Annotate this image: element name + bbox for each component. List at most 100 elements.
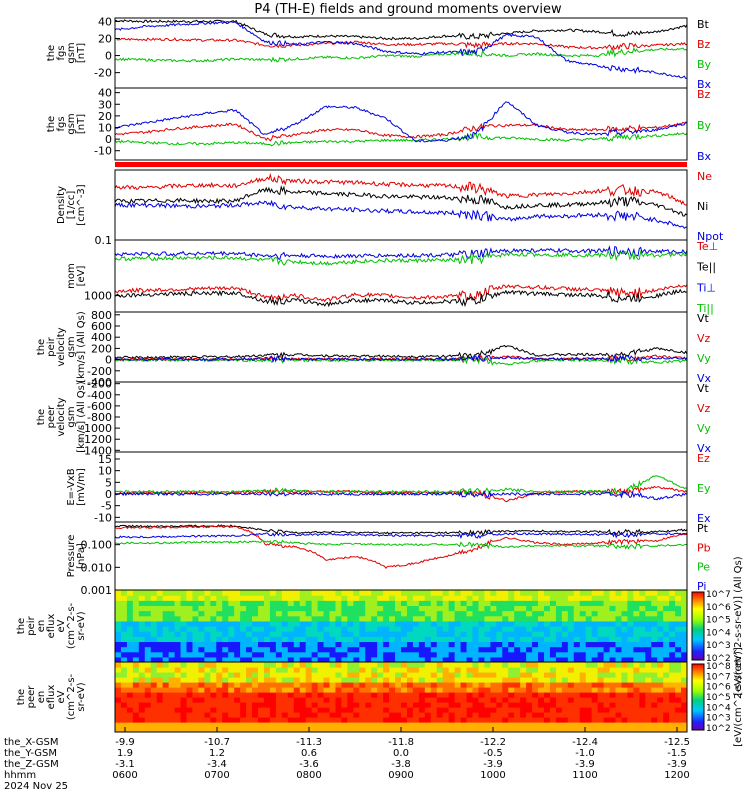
spectrogram-cell (317, 615, 325, 622)
spectrogram-cell (258, 656, 265, 662)
spectrogram-cell (186, 707, 194, 713)
spectrogram-cell (395, 717, 402, 723)
spectrogram-cell (430, 656, 438, 662)
spectrogram-cell (555, 702, 563, 708)
spectrogram-cell (275, 672, 283, 678)
spectrogram-cell (538, 677, 545, 683)
spectrogram-cell (555, 672, 563, 678)
spectrogram-cell (424, 692, 432, 698)
spectrogram-cell (651, 697, 658, 703)
spectrogram-cell (526, 677, 533, 683)
spectrogram-cell (156, 677, 164, 683)
spectrogram-cell (192, 631, 200, 637)
spectrogram-cell (281, 687, 289, 693)
spectrogram-cell (240, 682, 247, 688)
spectrogram-cell (269, 702, 277, 708)
spectrogram-cell (186, 600, 194, 607)
spectrogram-cell (222, 641, 229, 648)
spectrogram-cell (460, 707, 468, 713)
x-row-value: -1.5 (667, 748, 687, 759)
spectrogram-cell (353, 702, 360, 708)
spectrogram-cell (126, 626, 134, 632)
spectrogram-cell (496, 595, 503, 601)
spectrogram-cell (585, 712, 593, 718)
spectrogram-cell (186, 667, 194, 673)
spectrogram-cell (609, 615, 617, 622)
spectrogram-cell (287, 636, 295, 643)
spectrogram-cell (442, 615, 450, 622)
spectrogram-cell (383, 626, 390, 632)
spectrogram-cell (329, 610, 337, 617)
legend-Pi: Pi (697, 580, 706, 593)
spectrogram-cell (526, 662, 533, 668)
spectrogram-cell (579, 727, 587, 732)
spectrogram-cell (305, 641, 313, 648)
spectrogram-cell (496, 667, 503, 673)
spectrogram-cell (192, 692, 200, 698)
spectrogram-cell (597, 605, 605, 612)
spectrogram-cell (222, 620, 229, 627)
spectrogram-cell (663, 662, 670, 668)
spectrogram-cell (389, 590, 396, 596)
spectrogram-cell (150, 595, 158, 601)
spectrogram-cell (627, 677, 634, 683)
spectrogram-cell (651, 692, 658, 698)
spectrogram-cell (305, 667, 313, 673)
spectrogram-cell (335, 677, 343, 683)
spectrogram-cell (484, 641, 491, 648)
spectrogram-cell (555, 717, 563, 723)
spectrogram-cell (132, 626, 140, 632)
spectrogram-cell (269, 662, 277, 668)
spectrogram-cell (579, 682, 587, 688)
y-tick-label: -20 (94, 67, 112, 80)
spectrogram-cell (627, 672, 634, 678)
spectrogram-cell (126, 687, 134, 693)
colorbar (691, 663, 705, 731)
spectrogram-cell (615, 641, 623, 648)
legend-Pb: Pb (697, 541, 711, 554)
spectrogram-cell (281, 662, 289, 668)
spectrogram-cell (466, 717, 474, 723)
spectrogram-cell (532, 641, 539, 648)
spectrogram-cell (269, 682, 277, 688)
spectrogram-cell (639, 717, 646, 723)
spectrogram-cell (263, 646, 271, 653)
spectrogram-cell (401, 672, 408, 678)
spectrogram-cell (305, 615, 313, 622)
spectrogram-cell (347, 631, 354, 637)
spectrogram-cell (657, 667, 664, 673)
spectrogram-cell (216, 651, 223, 658)
legend-Ti⊥: Ti⊥ (696, 281, 716, 294)
spectrogram-cell (299, 656, 307, 662)
spectrogram-cell (538, 727, 545, 732)
spectrogram-cell (526, 707, 533, 713)
spectrogram-cell (389, 631, 396, 637)
spectrogram-cell (436, 590, 444, 596)
spectrogram-cell (585, 662, 593, 668)
spectrogram-cell (323, 595, 331, 601)
spectrogram-cell (591, 682, 599, 688)
spectrogram-cell (472, 677, 480, 683)
spectrogram-cell (144, 656, 152, 662)
spectrogram-cell (180, 641, 188, 648)
spectrogram-cell (597, 615, 605, 622)
spectrogram-cell (663, 682, 670, 688)
spectrogram-cell (448, 662, 456, 668)
x-row-value: 0900 (388, 770, 413, 781)
spectrogram-cell (311, 722, 319, 728)
spectrogram-cell (508, 727, 515, 732)
spectrogram-cell (406, 677, 414, 683)
spectrogram-cell (126, 615, 134, 622)
spectrogram-cell (252, 595, 259, 601)
y-axis-label: velocity (56, 327, 67, 366)
y-axis-label: en (36, 620, 47, 633)
x-row-value: -1.0 (575, 748, 595, 759)
spectrogram-cell (514, 662, 521, 668)
spectrogram-cell (645, 631, 652, 637)
spectrogram-cell (538, 712, 545, 718)
spectrogram-cell (341, 662, 348, 668)
spectrogram-cell (591, 651, 599, 658)
spectrogram-cell (186, 672, 194, 678)
spectrogram-cell (383, 595, 390, 601)
series-line-Bt (115, 19, 687, 41)
